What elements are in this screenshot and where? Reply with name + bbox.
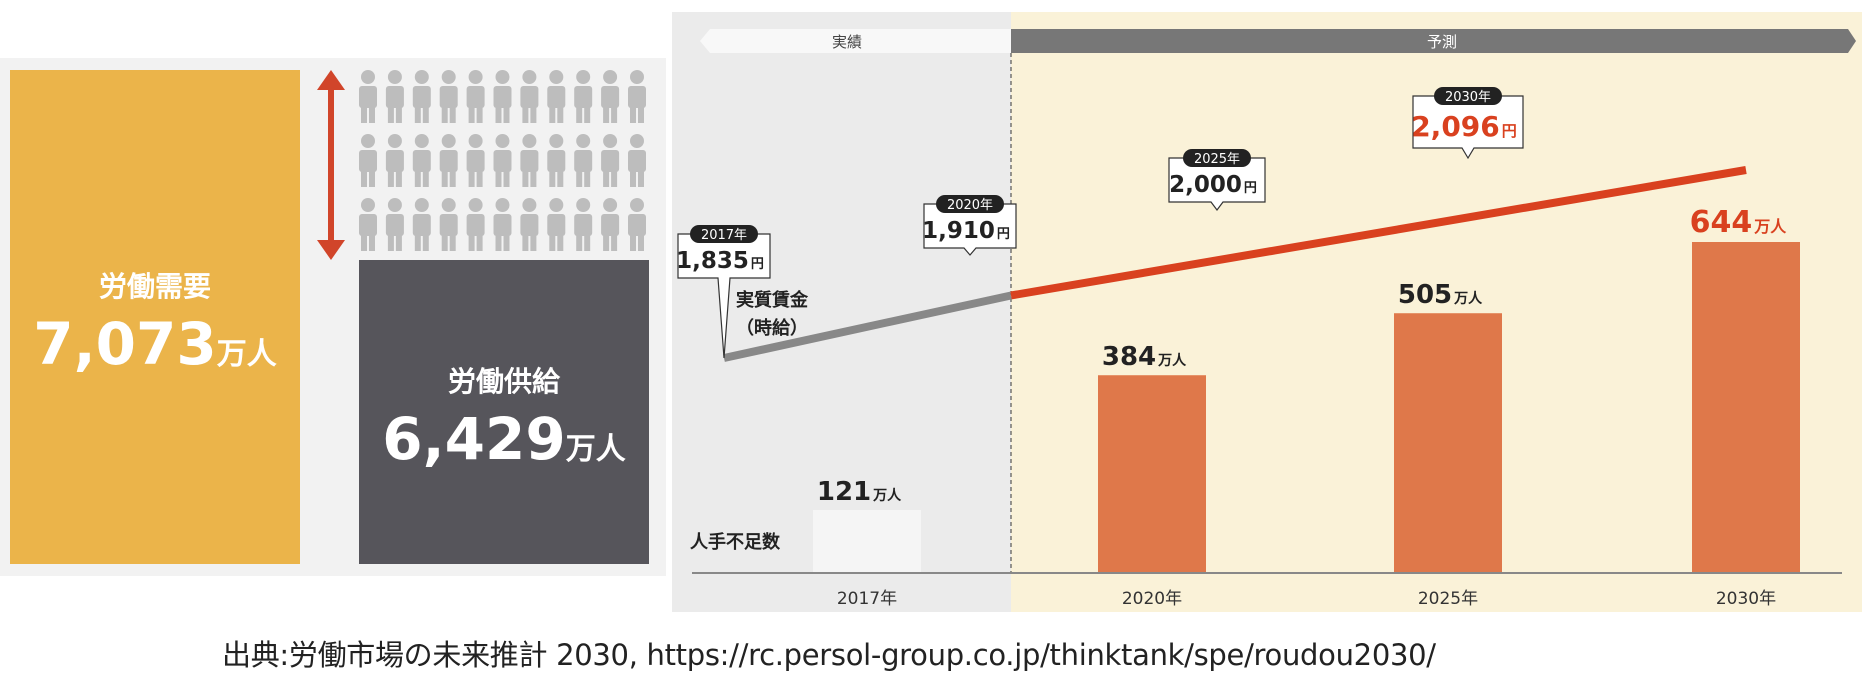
person-icon: [574, 70, 593, 123]
person-icon: [601, 134, 620, 187]
actual-header-label: 実績: [832, 33, 862, 51]
wage-callout-year: 2017年: [701, 228, 747, 243]
person-icon: [520, 134, 539, 187]
person-icon: [574, 134, 593, 187]
labor-supply-box: 労働供給 6,429万人: [359, 260, 649, 564]
labor-supply-label: 労働供給: [447, 365, 560, 398]
person-icon: [628, 198, 646, 251]
person-icon: [628, 134, 646, 187]
wage-callout-value: 2,096 円: [1411, 110, 1517, 143]
wage-callout: 2030年 2,096 円: [1411, 87, 1524, 160]
person-icon: [520, 70, 539, 123]
labor-demand-box: 労働需要 7,073万人: [10, 70, 300, 564]
wage-line-forecast: [1010, 166, 1747, 300]
wage-callout-year: 2025年: [1194, 152, 1240, 167]
forecast-header-bar: [1011, 29, 1856, 53]
shortage-bar: [813, 509, 921, 572]
person-icon: [359, 70, 377, 123]
x-tick-label: 2025年: [1418, 589, 1478, 609]
person-icon: [574, 198, 593, 251]
source-citation: 出典:労働市場の未来推計 2030, https://rc.persol-gro…: [222, 638, 1436, 672]
gap-arrow-icon: [317, 70, 345, 260]
person-icon: [520, 198, 539, 251]
wage-callout-year: 2020年: [947, 198, 993, 213]
person-icon: [439, 134, 458, 187]
person-icon: [601, 70, 620, 123]
wage-callouts: 2017年 1,835 円 2020年 1,910 円 2025年 2,000 円 2030年 2,…: [676, 87, 1524, 359]
labor-demand-label: 労働需要: [98, 270, 211, 303]
wage-callout-value: 1,910 円: [922, 218, 1010, 244]
wage-line: [723, 166, 1747, 362]
person-icon: [439, 70, 458, 123]
shortage-value-label: 644 万人: [1690, 205, 1788, 240]
wage-callout: 2025年 2,000 円: [1168, 149, 1266, 211]
shortage-bar: [1394, 313, 1502, 572]
actual-header-bar: [700, 29, 1011, 53]
x-tick-label: 2020年: [1122, 589, 1182, 609]
shortage-bar: [1098, 375, 1206, 572]
person-icon: [601, 198, 620, 251]
shortage-bar: [1692, 242, 1800, 572]
shortage-axis-label: 人手不足数: [690, 531, 781, 553]
shortage-value-label: 384 万人: [1102, 342, 1187, 372]
wage-callout-year: 2030年: [1445, 90, 1491, 105]
person-icon: [359, 134, 377, 187]
person-icon: [493, 134, 512, 187]
person-icon: [359, 198, 377, 251]
wage-callout: 2020年 1,910 円: [922, 195, 1017, 256]
person-icon: [412, 198, 431, 251]
shortage-value-label: 505 万人: [1398, 280, 1483, 310]
person-icon: [412, 134, 431, 187]
person-icon: [547, 134, 566, 187]
wage-label: 実質賃金: [736, 289, 809, 311]
labor-demand-value: 7,073: [33, 310, 217, 378]
person-icon: [466, 198, 485, 251]
x-tick-label: 2017年: [837, 589, 897, 609]
wage-line-actual: [723, 291, 1012, 362]
person-icon: [493, 198, 512, 251]
x-tick-label: 2030年: [1716, 589, 1776, 609]
person-icon: [466, 70, 485, 123]
labor-supply-value: 6,429: [382, 405, 566, 473]
wage-callout-value: 1,835 円: [676, 248, 764, 274]
shortage-value-label: 121 万人: [817, 477, 902, 507]
wage-callout: 2017年 1,835 円: [676, 225, 771, 359]
person-icon: [385, 134, 404, 187]
people-icon-grid: [359, 70, 646, 251]
wage-callout-value: 2,000 円: [1169, 172, 1257, 198]
labor-supply-unit: 万人: [565, 432, 626, 467]
person-icon: [628, 70, 646, 123]
shortage-bars: 121 万人 384 万人 505 万人 644 万人: [813, 205, 1800, 572]
labor-demand-unit: 万人: [216, 337, 277, 372]
wage-label-sub: （時給）: [736, 317, 808, 339]
person-icon: [385, 70, 404, 123]
forecast-header-label: 予測: [1427, 33, 1457, 51]
person-icon: [547, 70, 566, 123]
person-icon: [493, 70, 512, 123]
x-tick-labels: 2017年 2020年 2025年 2030年: [837, 589, 1776, 609]
person-icon: [466, 134, 485, 187]
person-icon: [439, 198, 458, 251]
person-icon: [547, 198, 566, 251]
person-icon: [385, 198, 404, 251]
person-icon: [412, 70, 431, 123]
